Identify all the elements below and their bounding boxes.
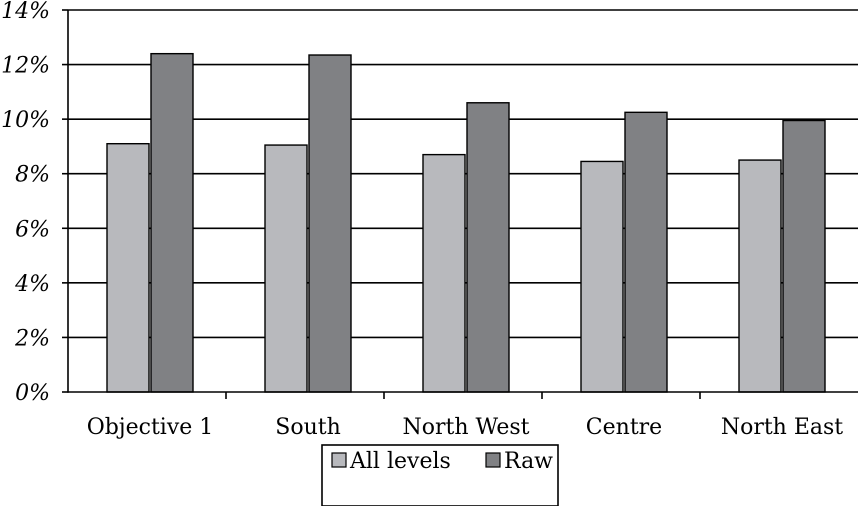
- bar-all-levels: [738, 159, 782, 393]
- legend-box: [321, 444, 559, 506]
- y-tick-label: 2%: [14, 326, 50, 351]
- bar-raw: [782, 119, 826, 393]
- legend-swatch: [331, 452, 347, 468]
- x-tick-label: Centre: [586, 415, 662, 440]
- x-tick-label: Objective 1: [87, 415, 214, 440]
- axes: [62, 9, 858, 399]
- y-tick-label: 8%: [15, 163, 50, 188]
- bar-raw: [466, 102, 510, 393]
- bars: [106, 52, 826, 393]
- bar-raw: [624, 111, 668, 393]
- y-tick-label: 6%: [15, 217, 50, 242]
- bar-raw: [150, 52, 194, 393]
- bar-raw: [308, 54, 352, 393]
- legend-swatch: [485, 452, 501, 468]
- y-tick-label: 10%: [1, 108, 50, 133]
- legend-label: Raw: [504, 449, 553, 474]
- bar-all-levels: [422, 153, 466, 393]
- x-tick-labels: Objective 1 South North West Centre North Ea…: [87, 415, 844, 440]
- bar-all-levels: [580, 160, 624, 393]
- x-tick-label: North West: [403, 415, 530, 440]
- y-tick-label: 14%: [1, 0, 50, 24]
- y-tick-label: 4%: [14, 272, 50, 297]
- y-tick-labels: 0% 2% 4% 6% 8% 10% 12% 14%: [1, 0, 50, 406]
- y-tick-label: 0%: [15, 381, 50, 406]
- x-tick-label: North East: [721, 415, 843, 440]
- y-tick-label: 12%: [1, 54, 50, 79]
- bar-all-levels: [264, 144, 308, 393]
- legend: All levels Raw: [321, 444, 559, 506]
- bar-all-levels: [106, 142, 150, 393]
- x-tick-label: South: [275, 415, 341, 440]
- legend-label: All levels: [349, 449, 451, 474]
